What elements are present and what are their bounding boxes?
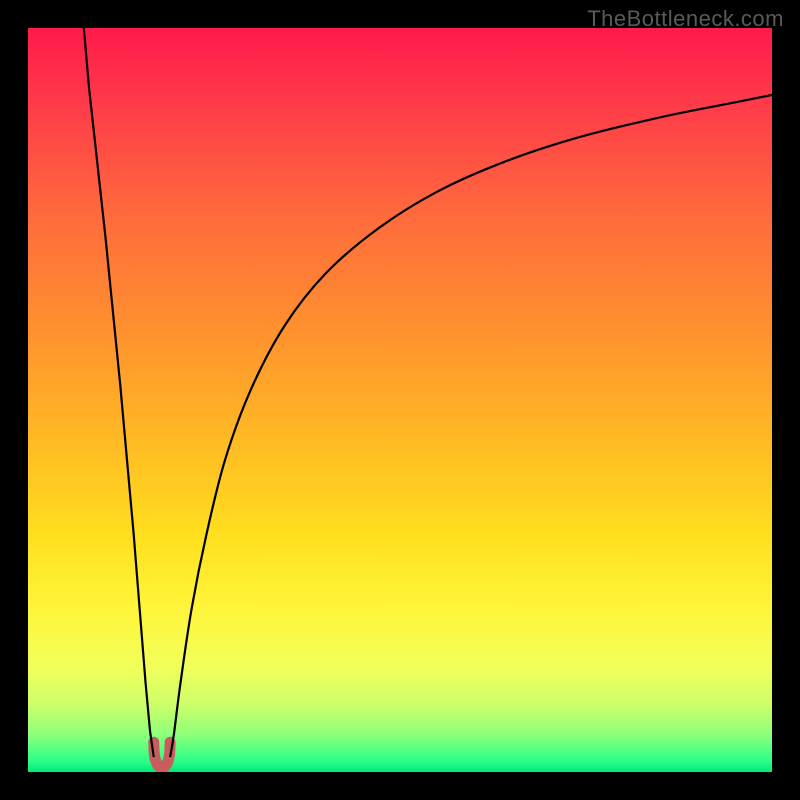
bottleneck-curve: [28, 28, 772, 772]
plot-area: [28, 28, 772, 772]
valley-marker: [154, 742, 170, 767]
watermark-text: TheBottleneck.com: [587, 6, 784, 32]
curve-left-branch: [84, 28, 154, 757]
curve-right-branch: [170, 95, 772, 757]
chart-frame: TheBottleneck.com: [0, 0, 800, 800]
